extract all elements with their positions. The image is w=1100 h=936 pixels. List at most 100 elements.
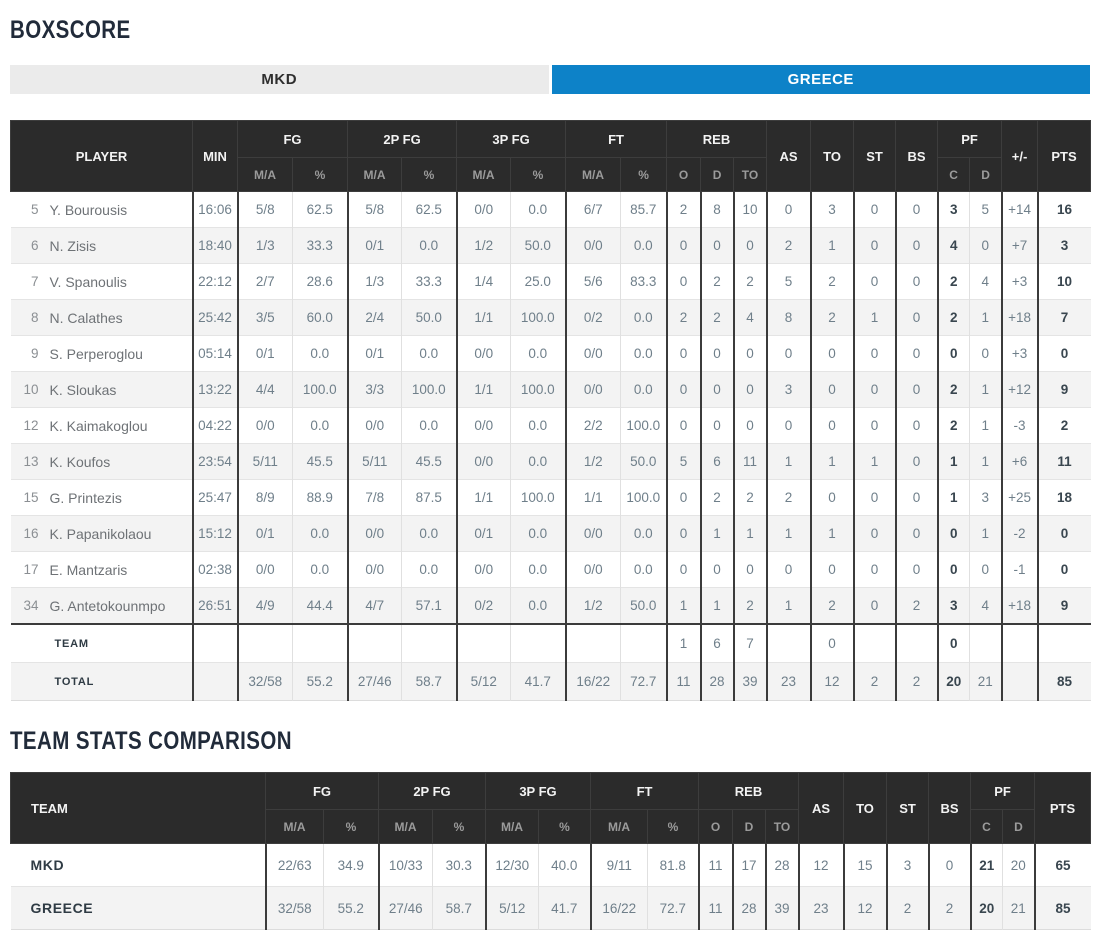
cell-ft-ma: 0/0 xyxy=(564,551,621,588)
cell-reb-to: 0 xyxy=(732,335,767,372)
cell-3pfg-ma: 1/2 xyxy=(455,227,511,264)
cell-reb-d: 2 xyxy=(699,479,734,516)
cell-as: 12 xyxy=(797,843,844,887)
cell-pf-c: 0 xyxy=(936,551,970,588)
cell-3pfg-ma: 5/12 xyxy=(484,886,539,930)
cell-2pfg-ma: 0/1 xyxy=(346,335,402,372)
cell-reb-d: 6 xyxy=(699,623,734,663)
cell-plus-minus: +18 xyxy=(1000,587,1038,624)
col-header-reb: REB xyxy=(698,772,800,810)
cell-bs: 0 xyxy=(894,515,938,552)
cell-min: 13:22 xyxy=(191,371,238,408)
player-row: 17 E. Mantzaris 02:38 0/0 0.0 0/0 0.0 0/0 0.0 0/0… xyxy=(10,551,1091,588)
cell-to: 0 xyxy=(809,407,854,444)
cell-as: 0 xyxy=(765,551,811,588)
col-subheader-fg-ma: M/A xyxy=(265,809,324,844)
cell-pts: 10 xyxy=(1036,263,1091,300)
tab-mkd[interactable]: MKD xyxy=(10,65,549,94)
cell-fg-ma: 4/9 xyxy=(236,587,293,624)
cell-fg-ma: 8/9 xyxy=(236,479,293,516)
col-header-as: AS xyxy=(798,772,845,844)
col-header-pts: PTS xyxy=(1034,772,1092,844)
cell-fg-ma: 4/4 xyxy=(236,371,293,408)
cell-min: 05:14 xyxy=(191,335,238,372)
cell-ft-pct: 0.0 xyxy=(620,299,667,336)
cell-2pfg-ma: 0/1 xyxy=(346,227,402,264)
cell-pf-d: 5 xyxy=(969,191,1002,228)
player-row: 15 G. Printezis 25:47 8/9 88.9 7/8 87.5 1/1 100.… xyxy=(10,479,1091,516)
cell-plus-minus: -3 xyxy=(1000,407,1038,444)
col-subheader-reb-d: D xyxy=(700,157,735,192)
cell-3pfg-ma: 5/12 xyxy=(455,662,511,701)
cell-pts: 2 xyxy=(1036,407,1091,444)
col-subheader-ft-ma: M/A xyxy=(565,157,622,192)
cell-st: 0 xyxy=(852,371,896,408)
col-header-plus-minus: +/- xyxy=(1001,120,1039,192)
cell-bs: 0 xyxy=(894,407,938,444)
cell-st: 0 xyxy=(852,263,896,300)
cell-min: 16:06 xyxy=(191,191,238,228)
boxscore-body: 5 Y. Bourousis 16:06 5/8 62.5 5/8 62.5 0/0 0.0 6/… xyxy=(10,191,1091,701)
cell-fg-pct: 28.6 xyxy=(292,263,348,300)
cell-st: 0 xyxy=(852,335,896,372)
cell-pf-c: 2 xyxy=(936,299,970,336)
cell-player-name: K. Koufos xyxy=(46,443,193,480)
cell-reb-d: 28 xyxy=(699,662,734,701)
cell-to: 0 xyxy=(809,551,854,588)
cell-to: 12 xyxy=(842,886,887,930)
col-header-2pfg: 2P FG xyxy=(347,120,458,158)
col-subheader-3pfg-pct: % xyxy=(510,157,567,192)
col-header-bs: BS xyxy=(895,120,939,192)
cell-st: 0 xyxy=(852,227,896,264)
cell-min xyxy=(191,623,238,663)
cell-reb-o: 0 xyxy=(665,335,701,372)
cell-pf-d: 4 xyxy=(969,587,1002,624)
cell-3pfg-pct: 100.0 xyxy=(510,299,566,336)
tab-greece[interactable]: GREECE xyxy=(551,65,1090,94)
player-row: 16 K. Papanikolaou 15:12 0/1 0.0 0/0 0.0 0/1 0.0… xyxy=(10,515,1091,552)
total-summary-row: TOTAL 32/58 55.2 27/46 58.7 5/12 41.7 16/22 72.7… xyxy=(10,662,1091,701)
cell-2pfg-pct: 100.0 xyxy=(401,371,457,408)
cell-reb-o: 0 xyxy=(665,479,701,516)
cell-pf-d: 1 xyxy=(969,407,1002,444)
col-header-3pfg: 3P FG xyxy=(456,120,567,158)
comparison-title: TEAM STATS COMPARISON xyxy=(10,727,292,755)
cell-jersey-number: 17 xyxy=(10,551,47,588)
cell-st: 1 xyxy=(852,443,896,480)
cell-ft-ma: 0/0 xyxy=(564,227,621,264)
cell-2pfg-pct: 62.5 xyxy=(401,191,457,228)
cell-reb-o: 2 xyxy=(665,299,701,336)
col-header-st: ST xyxy=(886,772,930,844)
cell-reb-d: 0 xyxy=(699,227,734,264)
cell-reb-o: 0 xyxy=(665,371,701,408)
cell-ft-ma: 5/6 xyxy=(564,263,621,300)
cell-pf-d: 0 xyxy=(969,335,1002,372)
col-subheader-3pfg-pct: % xyxy=(538,809,591,844)
cell-pts: 0 xyxy=(1036,551,1091,588)
cell-reb-to: 28 xyxy=(764,843,799,887)
cell-fg-pct: 100.0 xyxy=(292,371,348,408)
cell-3pfg-pct: 0.0 xyxy=(510,191,566,228)
cell-pts: 11 xyxy=(1036,443,1091,480)
cell-3pfg-ma: 0/2 xyxy=(455,587,511,624)
cell-reb-to: 1 xyxy=(732,515,767,552)
cell-ft-ma: 1/2 xyxy=(564,587,621,624)
cell-jersey-number: 13 xyxy=(10,443,47,480)
cell-pf-d: 21 xyxy=(969,662,1002,701)
cell-reb-d: 1 xyxy=(699,587,734,624)
cell-pf-c: 0 xyxy=(936,335,970,372)
boxscore-table: PLAYER MIN FG 2P FG 3P FG FT REB AS TO S… xyxy=(9,120,1092,701)
cell-reb-d: 8 xyxy=(699,191,734,228)
cell-as: 0 xyxy=(765,335,811,372)
cell-3pfg-pct xyxy=(510,623,566,663)
cell-pts: 7 xyxy=(1036,299,1091,336)
cell-3pfg-ma: 1/1 xyxy=(455,371,511,408)
cell-fg-pct: 62.5 xyxy=(292,191,348,228)
cell-plus-minus: +18 xyxy=(1000,299,1038,336)
cell-pf-c: 0 xyxy=(936,515,970,552)
col-header-team: TEAM xyxy=(10,772,266,844)
cell-as xyxy=(765,623,811,663)
cell-pf-d: 0 xyxy=(969,227,1002,264)
cell-as: 5 xyxy=(765,263,811,300)
col-header-ft: FT xyxy=(565,120,668,158)
